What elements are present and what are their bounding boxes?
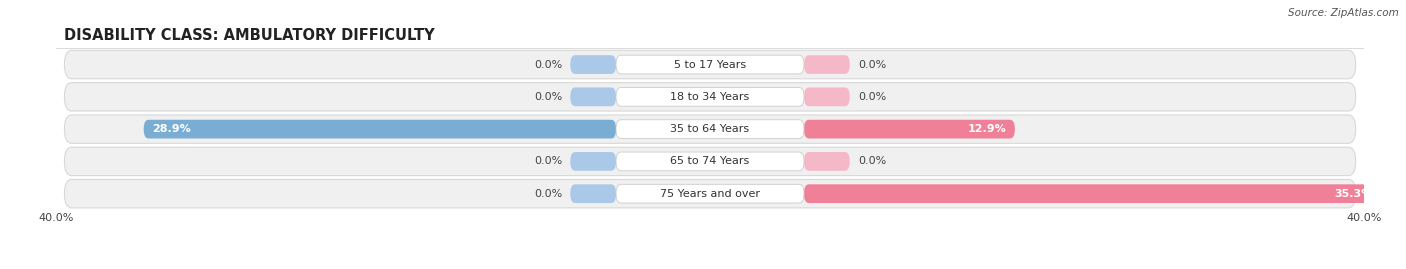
Text: 28.9%: 28.9% bbox=[152, 124, 191, 134]
Text: 35 to 64 Years: 35 to 64 Years bbox=[671, 124, 749, 134]
FancyBboxPatch shape bbox=[804, 87, 849, 106]
FancyBboxPatch shape bbox=[65, 50, 1355, 79]
FancyBboxPatch shape bbox=[804, 152, 849, 171]
FancyBboxPatch shape bbox=[143, 120, 616, 139]
Text: 0.0%: 0.0% bbox=[858, 59, 886, 70]
FancyBboxPatch shape bbox=[65, 147, 1355, 176]
FancyBboxPatch shape bbox=[571, 152, 616, 171]
Text: DISABILITY CLASS: AMBULATORY DIFFICULTY: DISABILITY CLASS: AMBULATORY DIFFICULTY bbox=[65, 28, 434, 43]
Text: 65 to 74 Years: 65 to 74 Years bbox=[671, 156, 749, 167]
Text: 18 to 34 Years: 18 to 34 Years bbox=[671, 92, 749, 102]
FancyBboxPatch shape bbox=[65, 83, 1355, 111]
Text: 0.0%: 0.0% bbox=[534, 189, 562, 199]
Text: 0.0%: 0.0% bbox=[858, 156, 886, 167]
Text: Source: ZipAtlas.com: Source: ZipAtlas.com bbox=[1288, 8, 1399, 18]
Text: 5 to 17 Years: 5 to 17 Years bbox=[673, 59, 747, 70]
FancyBboxPatch shape bbox=[804, 184, 1381, 203]
FancyBboxPatch shape bbox=[616, 55, 804, 74]
Text: 12.9%: 12.9% bbox=[967, 124, 1007, 134]
FancyBboxPatch shape bbox=[571, 184, 616, 203]
FancyBboxPatch shape bbox=[616, 152, 804, 171]
FancyBboxPatch shape bbox=[65, 179, 1355, 208]
Text: 0.0%: 0.0% bbox=[534, 92, 562, 102]
Text: 0.0%: 0.0% bbox=[534, 156, 562, 167]
Text: 75 Years and over: 75 Years and over bbox=[659, 189, 761, 199]
FancyBboxPatch shape bbox=[571, 87, 616, 106]
Text: 0.0%: 0.0% bbox=[534, 59, 562, 70]
FancyBboxPatch shape bbox=[616, 120, 804, 139]
FancyBboxPatch shape bbox=[65, 115, 1355, 143]
FancyBboxPatch shape bbox=[616, 184, 804, 203]
FancyBboxPatch shape bbox=[804, 120, 1015, 139]
Text: 0.0%: 0.0% bbox=[858, 92, 886, 102]
Text: 35.3%: 35.3% bbox=[1334, 189, 1372, 199]
FancyBboxPatch shape bbox=[571, 55, 616, 74]
FancyBboxPatch shape bbox=[804, 55, 849, 74]
FancyBboxPatch shape bbox=[616, 87, 804, 106]
